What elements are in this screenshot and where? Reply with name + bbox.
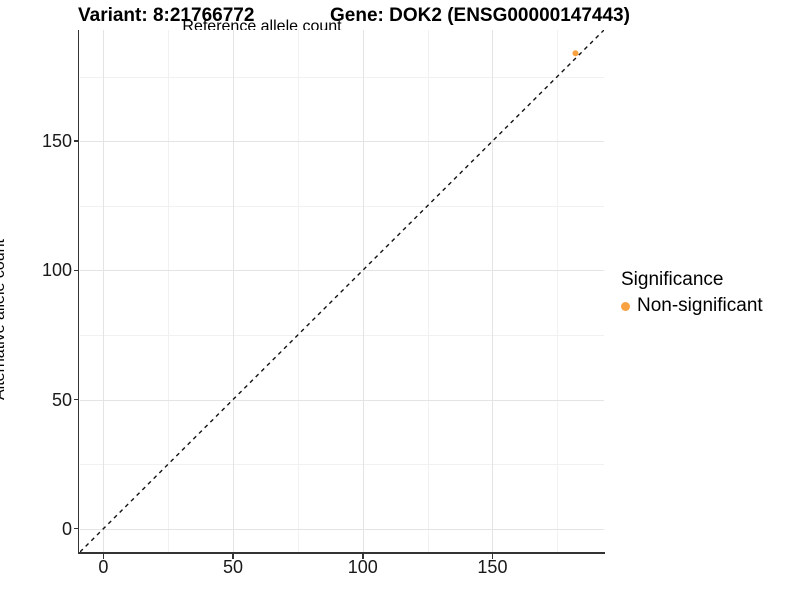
plot-panel bbox=[80, 30, 604, 552]
x-tick-label: 0 bbox=[98, 557, 109, 577]
x-tick-mark bbox=[232, 554, 234, 559]
y-tick-mark bbox=[74, 398, 79, 401]
gridline-y-major bbox=[80, 270, 604, 272]
legend-point-swatch bbox=[621, 301, 630, 311]
gridline-y-major bbox=[80, 399, 604, 401]
legend-item-label: Non-significant bbox=[637, 295, 763, 316]
gridline-y-minor bbox=[80, 76, 604, 78]
gridline-x-minor bbox=[168, 30, 170, 552]
gridline-x-major bbox=[362, 30, 364, 552]
gene-title: Gene: DOK2 (ENSG00000147443) bbox=[330, 5, 630, 26]
y-tick-label: 150 bbox=[41, 131, 72, 152]
x-tick-mark bbox=[102, 554, 105, 559]
data-point bbox=[572, 50, 579, 57]
gridline-x-major bbox=[103, 30, 105, 552]
identity-dashed-line bbox=[80, 30, 604, 552]
gridline-x-major bbox=[233, 30, 235, 552]
y-tick-mark bbox=[74, 269, 79, 272]
y-tick-mark bbox=[74, 140, 79, 142]
gridline-y-minor bbox=[80, 464, 604, 466]
y-tick-label: 50 bbox=[51, 389, 72, 410]
legend-item: Non-significant bbox=[621, 295, 763, 317]
y-tick-mark bbox=[74, 527, 79, 530]
gridline-y-minor bbox=[80, 334, 604, 336]
y-tick-label: 0 bbox=[61, 518, 72, 539]
gridline-y-minor bbox=[80, 205, 604, 207]
x-axis-line bbox=[77, 552, 605, 554]
gridline-x-minor bbox=[427, 30, 429, 552]
x-tick-label: 150 bbox=[477, 557, 508, 577]
gridline-x-major bbox=[492, 30, 494, 552]
x-tick-label: 100 bbox=[347, 557, 378, 577]
y-axis-line bbox=[77, 30, 79, 554]
x-tick-mark bbox=[362, 554, 364, 559]
y-tick-label: 100 bbox=[41, 260, 72, 281]
plot-canvas bbox=[80, 30, 604, 552]
variant-title: Variant: 8:21766772 bbox=[78, 5, 255, 26]
legend: Significance Non-significant bbox=[621, 268, 763, 317]
legend-title: Significance bbox=[621, 269, 724, 290]
gridline-y-major bbox=[80, 528, 604, 530]
y-axis-label: Alternative allele count bbox=[0, 239, 8, 400]
gridline-x-minor bbox=[557, 30, 559, 552]
gridline-y-major bbox=[80, 141, 604, 143]
x-tick-label: 50 bbox=[223, 557, 244, 577]
gridline-x-minor bbox=[297, 30, 299, 552]
x-tick-mark bbox=[491, 554, 494, 559]
